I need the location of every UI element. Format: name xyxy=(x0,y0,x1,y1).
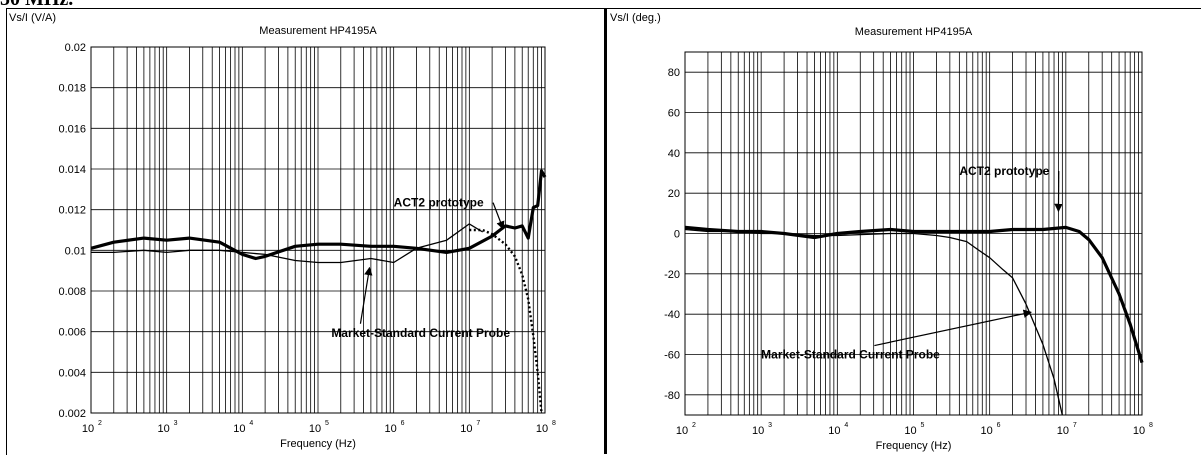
y-tick-label: -60 xyxy=(664,350,680,362)
grid xyxy=(91,47,545,413)
y-tick-label: 0.008 xyxy=(58,286,86,298)
x-tick-label: 10 xyxy=(536,423,548,435)
annotation-label: Market-Standard Current Probe xyxy=(761,348,940,362)
x-tick-exponent: 8 xyxy=(1149,422,1153,429)
x-tick-label: 10 xyxy=(158,423,170,435)
x-tick-label: 10 xyxy=(676,425,688,437)
x-tick-exponent: 6 xyxy=(401,420,405,427)
y-tick-label: 80 xyxy=(668,67,680,79)
x-tick-exponent: 2 xyxy=(98,420,102,427)
x-tick-exponent: 5 xyxy=(325,420,329,427)
y-axis-label: Vs/I (V/A) xyxy=(9,12,56,24)
phase-chart-panel: Vs/I (deg.) Measurement HP4195A -80 -60 -40 -… xyxy=(607,8,1201,455)
x-axis-label: Frequency (Hz) xyxy=(280,438,356,450)
y-tick-label: 0 xyxy=(674,229,680,241)
y-tick-label: -80 xyxy=(664,390,680,402)
chart-title: Measurement HP4195A xyxy=(855,26,973,38)
y-tick-label: 0.012 xyxy=(58,205,86,217)
y-tick-label: 0.002 xyxy=(58,408,86,420)
x-tick-exponent: 5 xyxy=(921,422,925,429)
chart-title: Measurement HP4195A xyxy=(259,25,377,37)
x-tick-exponent: 3 xyxy=(174,420,178,427)
magnitude-chart-panel: Vs/I (V/A) Measurement HP4195A 0.002 0.004 0… xyxy=(6,8,605,455)
x-tick-label: 10 xyxy=(82,423,94,435)
x-tick-exponent: 2 xyxy=(692,422,696,429)
y-tick-label: -40 xyxy=(664,309,680,321)
x-tick-label: 10 xyxy=(981,425,993,437)
x-tick-exponent: 6 xyxy=(997,422,1001,429)
x-tick-label: 10 xyxy=(309,423,321,435)
y-tick-label: 40 xyxy=(668,148,680,160)
x-tick-label: 10 xyxy=(752,425,764,437)
x-tick-label: 10 xyxy=(1133,425,1145,437)
x-tick-exponent: 4 xyxy=(844,422,848,429)
y-tick-label: 0.018 xyxy=(58,83,86,95)
y-tick-label: 0.02 xyxy=(65,42,86,54)
x-tick-exponent: 3 xyxy=(768,422,772,429)
y-tick-label: 0.006 xyxy=(58,327,86,339)
y-tick-label: 20 xyxy=(668,188,680,200)
y-tick-label: 60 xyxy=(668,108,680,120)
x-axis-label: Frequency (Hz) xyxy=(876,440,952,452)
x-tick-label: 10 xyxy=(233,423,245,435)
x-tick-label: 10 xyxy=(460,423,472,435)
annotation-label: ACT2 prototype xyxy=(959,164,1049,178)
annotation-arrow xyxy=(493,203,503,229)
y-axis-label: Vs/I (deg.) xyxy=(610,12,661,24)
x-tick-label: 10 xyxy=(904,425,916,437)
x-tick-exponent: 7 xyxy=(1073,422,1077,429)
x-tick-label: 10 xyxy=(1057,425,1069,437)
y-tick-label: -20 xyxy=(664,269,680,281)
annotation-arrow xyxy=(360,268,369,324)
y-tick-label: 0.01 xyxy=(65,245,86,257)
y-tick-label: 0.004 xyxy=(58,367,86,379)
x-tick-label: 10 xyxy=(385,423,397,435)
annotation-label: ACT2 prototype xyxy=(394,196,484,210)
x-tick-exponent: 8 xyxy=(552,420,556,427)
x-tick-label: 10 xyxy=(828,425,840,437)
phase-chart: Vs/I (deg.) Measurement HP4195A -80 -60 -40 -… xyxy=(607,9,1201,455)
annotation-label: Market-Standard Current Probe xyxy=(331,326,510,340)
x-tick-exponent: 4 xyxy=(249,420,253,427)
x-tick-exponent: 7 xyxy=(476,420,480,427)
y-tick-label: 0.016 xyxy=(58,123,86,135)
annotation-arrow xyxy=(874,312,1031,345)
magnitude-chart: Vs/I (V/A) Measurement HP4195A 0.002 0.004 0… xyxy=(7,9,605,455)
y-tick-label: 0.014 xyxy=(58,164,86,176)
